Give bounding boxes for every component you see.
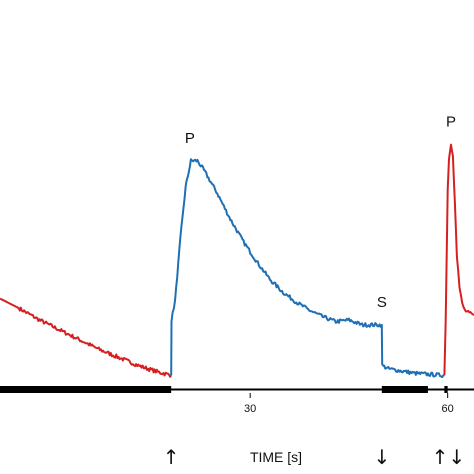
- event-arrow-3: ↑↓: [432, 445, 466, 469]
- event-arrow-1: ↑: [163, 445, 180, 469]
- x-tick-label-60: 60: [442, 403, 454, 415]
- annotation-s-2: S: [377, 294, 387, 311]
- annotation-p-3: P: [446, 114, 456, 131]
- x-axis-label: TIME [s]: [250, 449, 302, 465]
- series-layer: [0, 143, 474, 379]
- x-tick-label-30: 30: [244, 403, 256, 415]
- stimulus-bar-2: [381, 386, 428, 393]
- series-line-3: [443, 143, 474, 376]
- event-arrow-2: ↓: [373, 445, 390, 469]
- stimulus-bar-1: [0, 386, 172, 393]
- x-tick-layer: 30 60: [244, 393, 454, 415]
- stimulus-bar-3: [444, 386, 448, 393]
- event-arrow-layer: ↑ ↓ ↑↓: [163, 445, 465, 469]
- series-line-1: [0, 297, 173, 378]
- annotation-layer: P S P: [185, 114, 456, 311]
- stimulus-bar-layer: [0, 386, 474, 393]
- series-line-2: [170, 158, 445, 379]
- annotation-p-1: P: [185, 130, 195, 147]
